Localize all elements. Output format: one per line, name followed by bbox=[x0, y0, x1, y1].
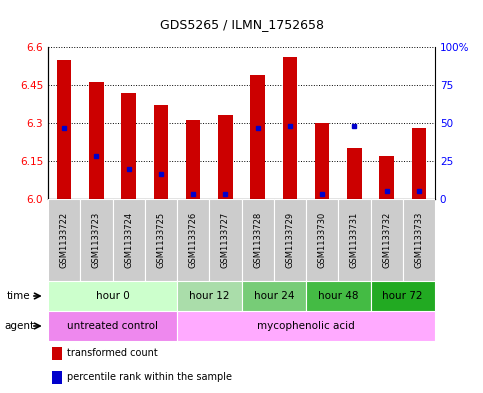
Bar bbox=[145, 199, 177, 281]
Bar bbox=[306, 199, 338, 281]
Text: GSM1133723: GSM1133723 bbox=[92, 212, 101, 268]
Bar bbox=[347, 148, 362, 199]
Text: time: time bbox=[7, 291, 30, 301]
Text: GSM1133727: GSM1133727 bbox=[221, 212, 230, 268]
Bar bbox=[113, 199, 145, 281]
Bar bbox=[154, 105, 168, 199]
Bar bbox=[121, 93, 136, 199]
Bar bbox=[48, 199, 80, 281]
Text: GSM1133726: GSM1133726 bbox=[189, 212, 198, 268]
Bar bbox=[250, 75, 265, 199]
Bar bbox=[218, 116, 233, 199]
Text: untreated control: untreated control bbox=[67, 321, 158, 331]
Text: GSM1133725: GSM1133725 bbox=[156, 212, 165, 268]
Bar bbox=[48, 281, 177, 311]
Text: GDS5265 / ILMN_1752658: GDS5265 / ILMN_1752658 bbox=[159, 18, 324, 31]
Bar bbox=[370, 281, 435, 311]
Text: agent: agent bbox=[4, 321, 35, 331]
Text: hour 48: hour 48 bbox=[318, 291, 358, 301]
Text: mycophenolic acid: mycophenolic acid bbox=[257, 321, 355, 331]
Bar bbox=[186, 121, 200, 199]
Text: hour 72: hour 72 bbox=[383, 291, 423, 301]
Text: GSM1133731: GSM1133731 bbox=[350, 212, 359, 268]
Bar bbox=[57, 60, 71, 199]
Bar bbox=[338, 199, 370, 281]
Bar bbox=[52, 347, 61, 360]
Text: hour 12: hour 12 bbox=[189, 291, 229, 301]
Bar bbox=[283, 57, 297, 199]
Bar bbox=[89, 83, 104, 199]
Bar bbox=[412, 128, 426, 199]
Bar bbox=[370, 199, 403, 281]
Text: GSM1133729: GSM1133729 bbox=[285, 212, 294, 268]
Bar bbox=[177, 311, 435, 341]
Bar bbox=[52, 371, 61, 384]
Bar bbox=[242, 199, 274, 281]
Text: hour 24: hour 24 bbox=[254, 291, 294, 301]
Bar bbox=[242, 281, 306, 311]
Text: GSM1133732: GSM1133732 bbox=[382, 212, 391, 268]
Text: GSM1133730: GSM1133730 bbox=[318, 212, 327, 268]
Text: GSM1133722: GSM1133722 bbox=[59, 212, 69, 268]
Bar bbox=[306, 281, 370, 311]
Text: transformed count: transformed count bbox=[67, 349, 158, 358]
Bar bbox=[48, 311, 177, 341]
Bar bbox=[209, 199, 242, 281]
Bar bbox=[80, 199, 113, 281]
Bar bbox=[274, 199, 306, 281]
Text: percentile rank within the sample: percentile rank within the sample bbox=[67, 373, 232, 382]
Bar bbox=[403, 199, 435, 281]
Text: GSM1133733: GSM1133733 bbox=[414, 212, 424, 268]
Bar bbox=[177, 199, 209, 281]
Bar bbox=[315, 123, 329, 199]
Text: GSM1133724: GSM1133724 bbox=[124, 212, 133, 268]
Bar bbox=[379, 156, 394, 199]
Bar bbox=[177, 281, 242, 311]
Text: GSM1133728: GSM1133728 bbox=[253, 212, 262, 268]
Text: hour 0: hour 0 bbox=[96, 291, 129, 301]
